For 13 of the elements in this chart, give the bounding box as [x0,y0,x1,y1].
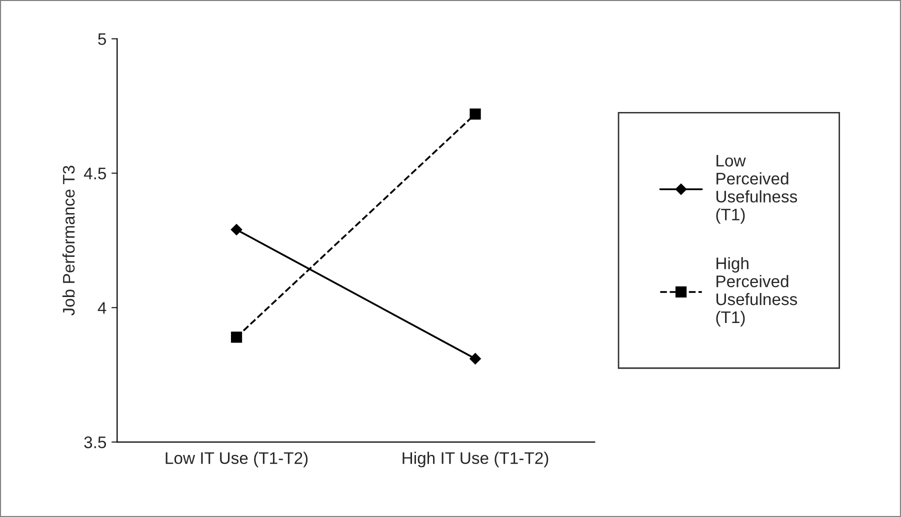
x-tick-label: Low IT Use (T1-T2) [166,452,308,468]
point [470,108,481,120]
y-tick-label: 3.5 [84,436,106,448]
point [230,224,242,236]
y-tick-label: 5 [98,33,106,45]
y-tick-label: 4.5 [84,168,106,180]
legend-label: High Perceived Usefulness (T1) [716,257,798,326]
y-axis-title: Job Performance T3 [62,166,75,316]
legend-label: Low Perceived Usefulness (T1) [716,154,798,224]
x-tick-label: High IT Use (T1-T2) [402,452,548,468]
point [230,332,242,343]
y-tick-label: 4 [98,302,106,314]
point [470,353,481,364]
